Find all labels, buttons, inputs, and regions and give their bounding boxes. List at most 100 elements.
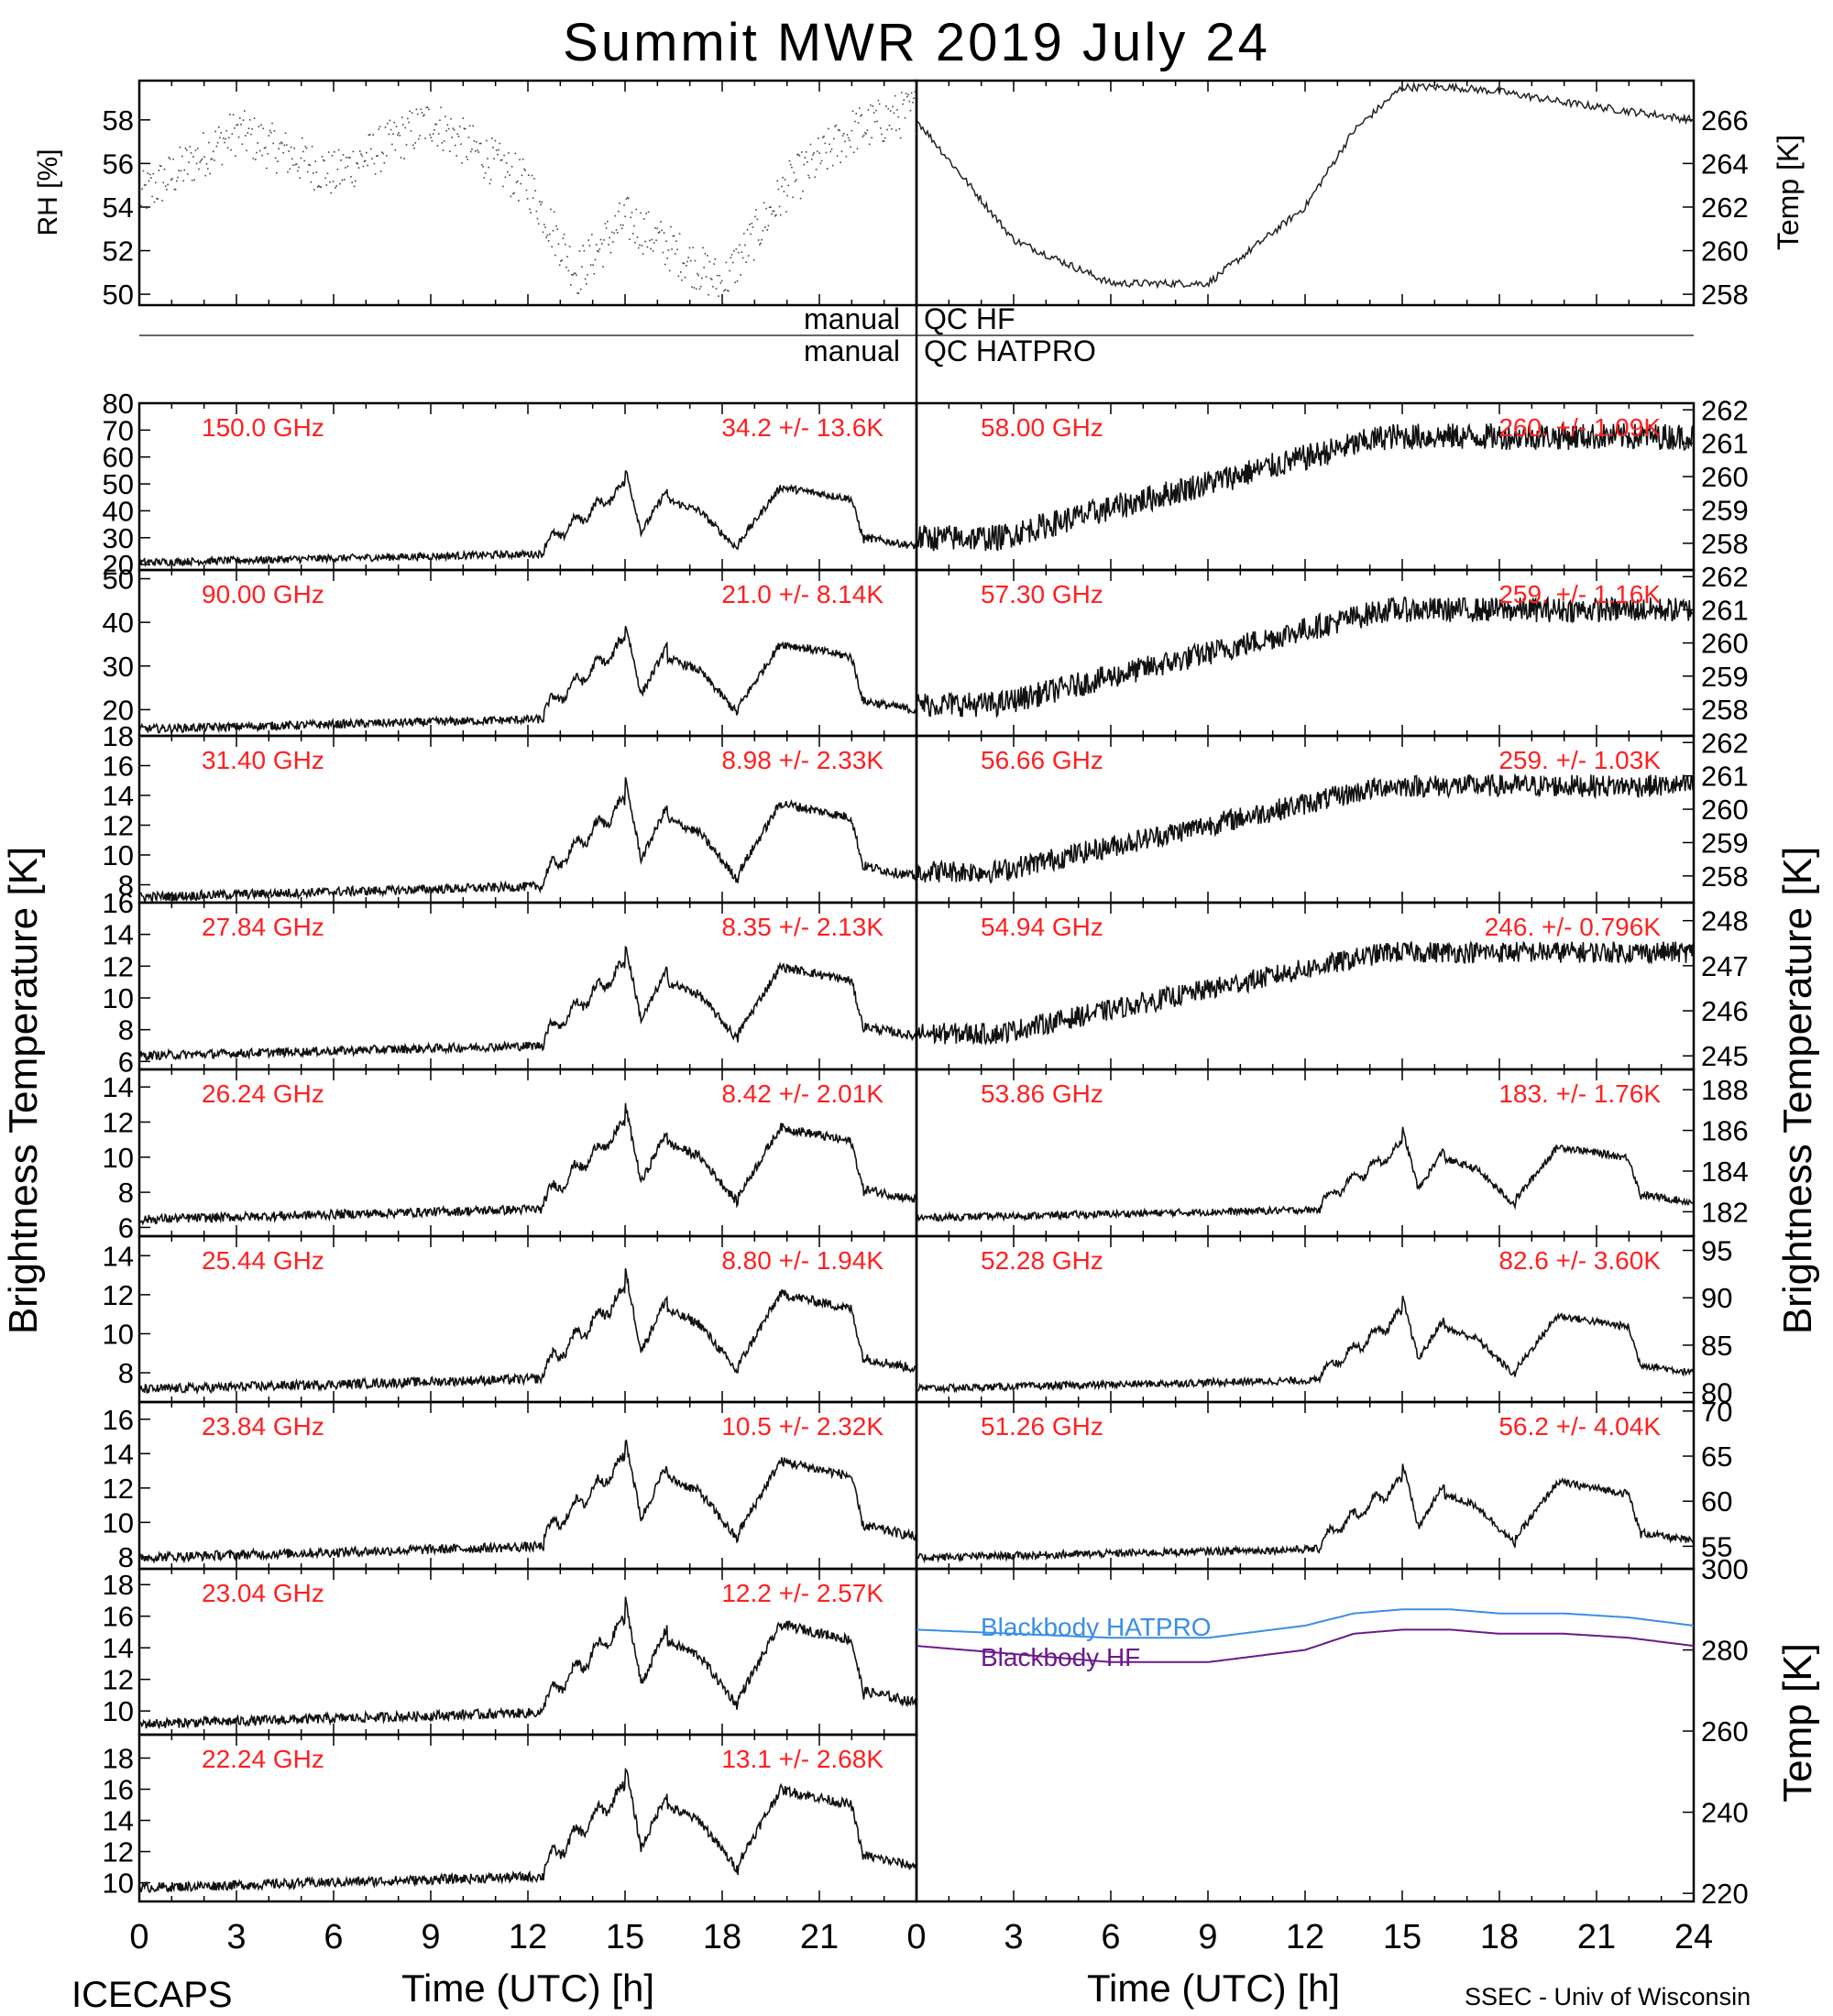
rh-point bbox=[867, 109, 870, 111]
rh-point bbox=[718, 295, 719, 297]
rh-frame bbox=[137, 79, 918, 307]
rh-point bbox=[865, 133, 867, 135]
rh-point bbox=[303, 159, 305, 162]
rh-point bbox=[540, 203, 542, 206]
rh-point bbox=[712, 286, 714, 288]
rh-point bbox=[681, 279, 683, 281]
y-tick-label: 90 bbox=[1701, 1282, 1732, 1314]
rh-point bbox=[399, 135, 401, 137]
y-tick-label: 261 bbox=[1701, 761, 1749, 793]
rh-point bbox=[713, 263, 715, 265]
rh-point bbox=[293, 148, 295, 149]
rh-point bbox=[894, 94, 896, 97]
rh-point bbox=[331, 155, 334, 157]
rh-point bbox=[442, 149, 445, 151]
rh-point bbox=[330, 192, 332, 194]
rh-point bbox=[722, 303, 724, 305]
rh-point bbox=[539, 201, 541, 203]
rh-point bbox=[449, 150, 451, 152]
rh-point bbox=[792, 196, 794, 199]
y-tick-label: 261 bbox=[1701, 594, 1749, 626]
y-tick-label: 8 bbox=[118, 870, 134, 902]
rh-point bbox=[603, 239, 605, 241]
rh-point bbox=[641, 245, 643, 247]
rh-point bbox=[582, 245, 584, 247]
rh-point bbox=[264, 147, 267, 148]
rh-point bbox=[579, 288, 582, 290]
rh-point bbox=[594, 258, 597, 261]
rh-point bbox=[335, 187, 336, 189]
rh-point bbox=[179, 147, 181, 148]
rh-point bbox=[670, 225, 672, 228]
rh-point bbox=[750, 233, 752, 236]
rh-point bbox=[203, 132, 204, 134]
rh-point bbox=[528, 174, 530, 176]
rh-point bbox=[225, 137, 226, 140]
rh-point bbox=[189, 146, 192, 148]
rh-point bbox=[191, 180, 193, 181]
rh-point bbox=[830, 148, 833, 150]
y-tick-label: 60 bbox=[1701, 1485, 1732, 1517]
rh-point bbox=[229, 114, 231, 115]
rh-point bbox=[301, 137, 303, 139]
rh-point bbox=[768, 206, 771, 208]
rh-point bbox=[263, 147, 266, 149]
rh-point bbox=[153, 201, 156, 203]
rh-point bbox=[499, 159, 502, 161]
rh-point bbox=[749, 224, 751, 225]
rh-point bbox=[850, 146, 851, 148]
y-tick-label: 14 bbox=[103, 1805, 134, 1837]
rh-point bbox=[807, 161, 808, 163]
rh-point bbox=[851, 129, 853, 132]
rh-point bbox=[167, 183, 169, 186]
rh-point bbox=[199, 161, 201, 163]
rh-point bbox=[541, 201, 543, 203]
rh-point bbox=[295, 163, 298, 165]
rh-point bbox=[831, 164, 834, 167]
rh-point bbox=[182, 180, 184, 182]
rh-point bbox=[913, 97, 915, 100]
stat-label: 21.0 +/- 8.14K bbox=[721, 580, 884, 608]
stat-label: 259. +/- 1.03K bbox=[1498, 746, 1661, 774]
freq-label: 56.66 GHz bbox=[981, 746, 1103, 774]
rh-point bbox=[460, 143, 462, 146]
rh-point bbox=[796, 153, 798, 156]
rh-point bbox=[697, 272, 698, 275]
rh-point bbox=[752, 226, 754, 228]
y-tick-label: 14 bbox=[103, 1438, 134, 1470]
y-tick-label: 52 bbox=[103, 236, 134, 268]
rh-point bbox=[546, 234, 549, 236]
rh-point bbox=[283, 144, 286, 147]
rh-point bbox=[141, 188, 143, 191]
rh-point bbox=[729, 269, 730, 272]
x-tick-label: 12 bbox=[1286, 1918, 1324, 1956]
x-tick-label: 0 bbox=[906, 1918, 926, 1956]
rh-point bbox=[542, 231, 544, 234]
rh-point bbox=[619, 203, 620, 204]
rh-point bbox=[892, 105, 894, 108]
x-tick-label: 21 bbox=[800, 1918, 839, 1956]
freq-label: 51.26 GHz bbox=[981, 1412, 1103, 1441]
rh-point bbox=[531, 174, 533, 177]
rh-point bbox=[552, 229, 554, 232]
rh-point bbox=[789, 163, 792, 166]
y-tick-label: 50 bbox=[103, 564, 134, 596]
y-tick-label: 30 bbox=[103, 651, 134, 683]
rh-point bbox=[315, 171, 318, 173]
rh-point bbox=[193, 179, 195, 181]
rh-point bbox=[324, 177, 326, 180]
rh-point bbox=[677, 275, 680, 278]
rh-point bbox=[203, 156, 205, 158]
rh-point bbox=[874, 121, 876, 123]
rh-point bbox=[170, 179, 172, 181]
y-tick-label: 259 bbox=[1701, 661, 1749, 693]
rh-point bbox=[665, 240, 667, 242]
rh-point bbox=[393, 121, 395, 124]
y-tick-label: 14 bbox=[103, 919, 134, 951]
rh-point bbox=[593, 273, 596, 275]
rh-point bbox=[390, 128, 392, 131]
rh-point bbox=[866, 129, 869, 131]
rh-point bbox=[664, 263, 666, 266]
